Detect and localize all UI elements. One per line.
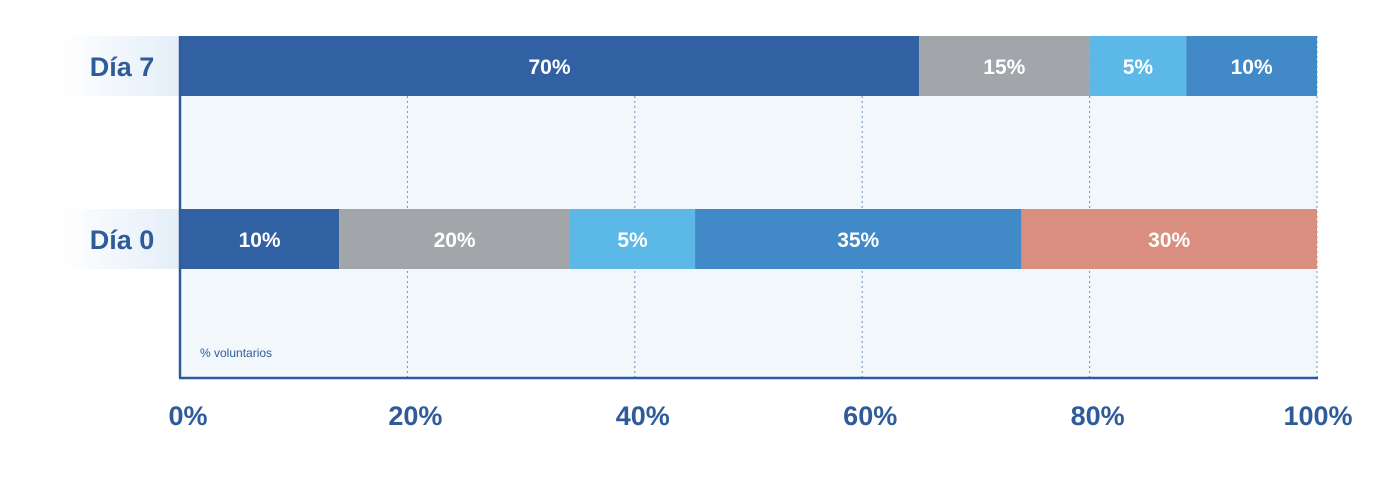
bar-segment-label: 15% — [983, 56, 1025, 79]
bar-segment — [919, 36, 1090, 96]
bar-segment — [1021, 209, 1317, 269]
x-tick-label: 80% — [1071, 401, 1125, 431]
bar-segment-label: 5% — [617, 229, 648, 252]
axis-note: % voluntarios — [200, 346, 272, 360]
bar-segment-label: 20% — [434, 229, 476, 252]
category-label: Día 7 — [90, 52, 155, 82]
bar-segment-label: 5% — [1123, 56, 1154, 79]
bar-segment-label: 10% — [1231, 56, 1273, 79]
bar-segment — [569, 209, 696, 269]
x-tick-label: 20% — [388, 401, 442, 431]
x-tick-label: 100% — [1283, 401, 1352, 431]
bar-segment-label: 70% — [529, 56, 571, 79]
category-labels: Día 7 Día 0 — [90, 52, 155, 255]
bars: 70% 15% 5% 10% 10% 20% 5% 35% 30% — [180, 36, 1317, 269]
bar-segment-label: 30% — [1148, 229, 1190, 252]
bar-segment — [1089, 36, 1187, 96]
label-band-row-0 — [60, 36, 180, 96]
bar-segment — [180, 36, 920, 96]
bar-segment — [180, 209, 340, 269]
category-label: Día 0 — [90, 225, 155, 255]
bar-segment-label: 35% — [837, 229, 879, 252]
bar-segment — [695, 209, 1022, 269]
x-tick-labels: 0% 20% 40% 60% 80% 100% — [168, 401, 1352, 431]
bar-segment-label: 10% — [239, 229, 281, 252]
bar-segment — [1186, 36, 1317, 96]
x-tick-label: 40% — [616, 401, 670, 431]
label-band-row-1 — [60, 209, 180, 269]
x-tick-label: 0% — [168, 401, 207, 431]
x-tick-label: 60% — [843, 401, 897, 431]
bar-segment — [339, 209, 570, 269]
